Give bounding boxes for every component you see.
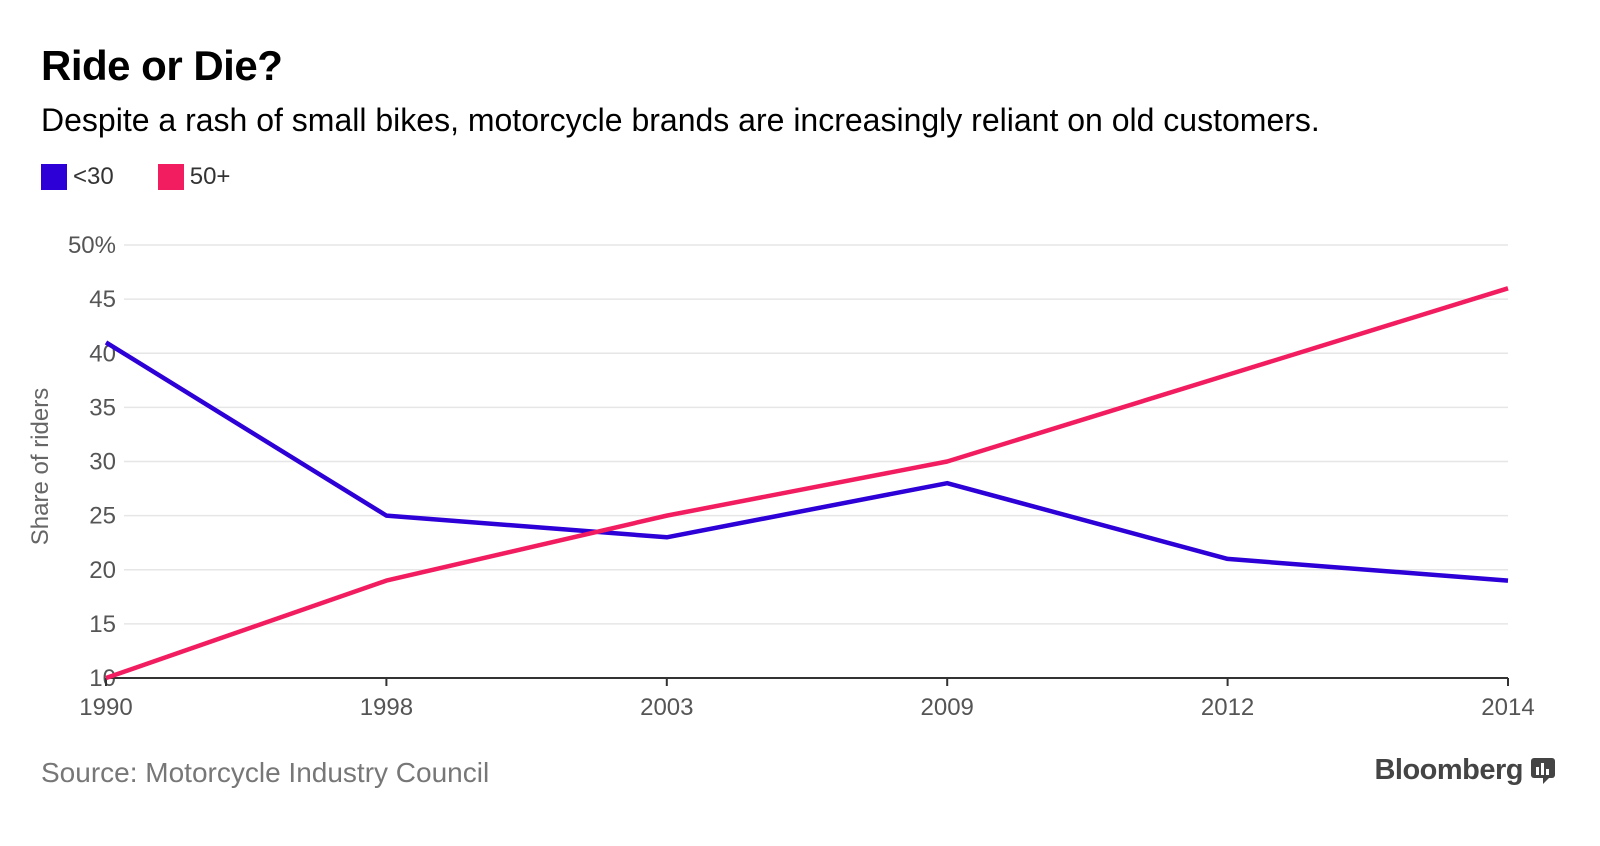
x-tick-label: 2003 bbox=[640, 694, 693, 721]
x-tick-label: 1990 bbox=[79, 694, 132, 721]
y-tick-label: 20 bbox=[89, 557, 116, 584]
y-tick-label: 15 bbox=[89, 611, 116, 638]
brand-logo: Bloomberg bbox=[1374, 754, 1555, 787]
chart-title: Ride or Die? bbox=[41, 42, 283, 89]
y-tick-label: 50% bbox=[68, 232, 116, 259]
y-tick-label: 25 bbox=[89, 503, 116, 530]
y-tick-label: 30 bbox=[89, 449, 116, 476]
source-note: Source: Motorcycle Industry Council bbox=[41, 757, 490, 788]
legend-item-50-plus: 50+ bbox=[157, 163, 231, 191]
legend: <30 50+ bbox=[41, 163, 274, 191]
y-tick-label: 45 bbox=[89, 286, 116, 313]
x-tick-label: 2009 bbox=[921, 694, 974, 721]
chart-subtitle: Despite a rash of small bikes, motorcycl… bbox=[41, 102, 1320, 138]
x-tick-label: 1998 bbox=[360, 694, 413, 721]
series-line-50-plus bbox=[105, 286, 1509, 681]
legend-swatch-under-30 bbox=[41, 164, 67, 190]
legend-item-under-30: <30 bbox=[41, 163, 114, 191]
y-axis-title: Share of riders bbox=[27, 388, 54, 545]
legend-label-50-plus: 50+ bbox=[189, 163, 231, 190]
x-tick-label: 2012 bbox=[1201, 694, 1254, 721]
legend-swatch-50-plus bbox=[157, 164, 184, 190]
bloomberg-chart-icon bbox=[1531, 757, 1555, 784]
legend-label-under-30: <30 bbox=[73, 163, 114, 190]
brand-name: Bloomberg bbox=[1374, 754, 1523, 786]
series-line-under-30 bbox=[104, 340, 1509, 583]
y-tick-label: 35 bbox=[89, 394, 116, 421]
x-tick-label: 2014 bbox=[1481, 694, 1534, 721]
